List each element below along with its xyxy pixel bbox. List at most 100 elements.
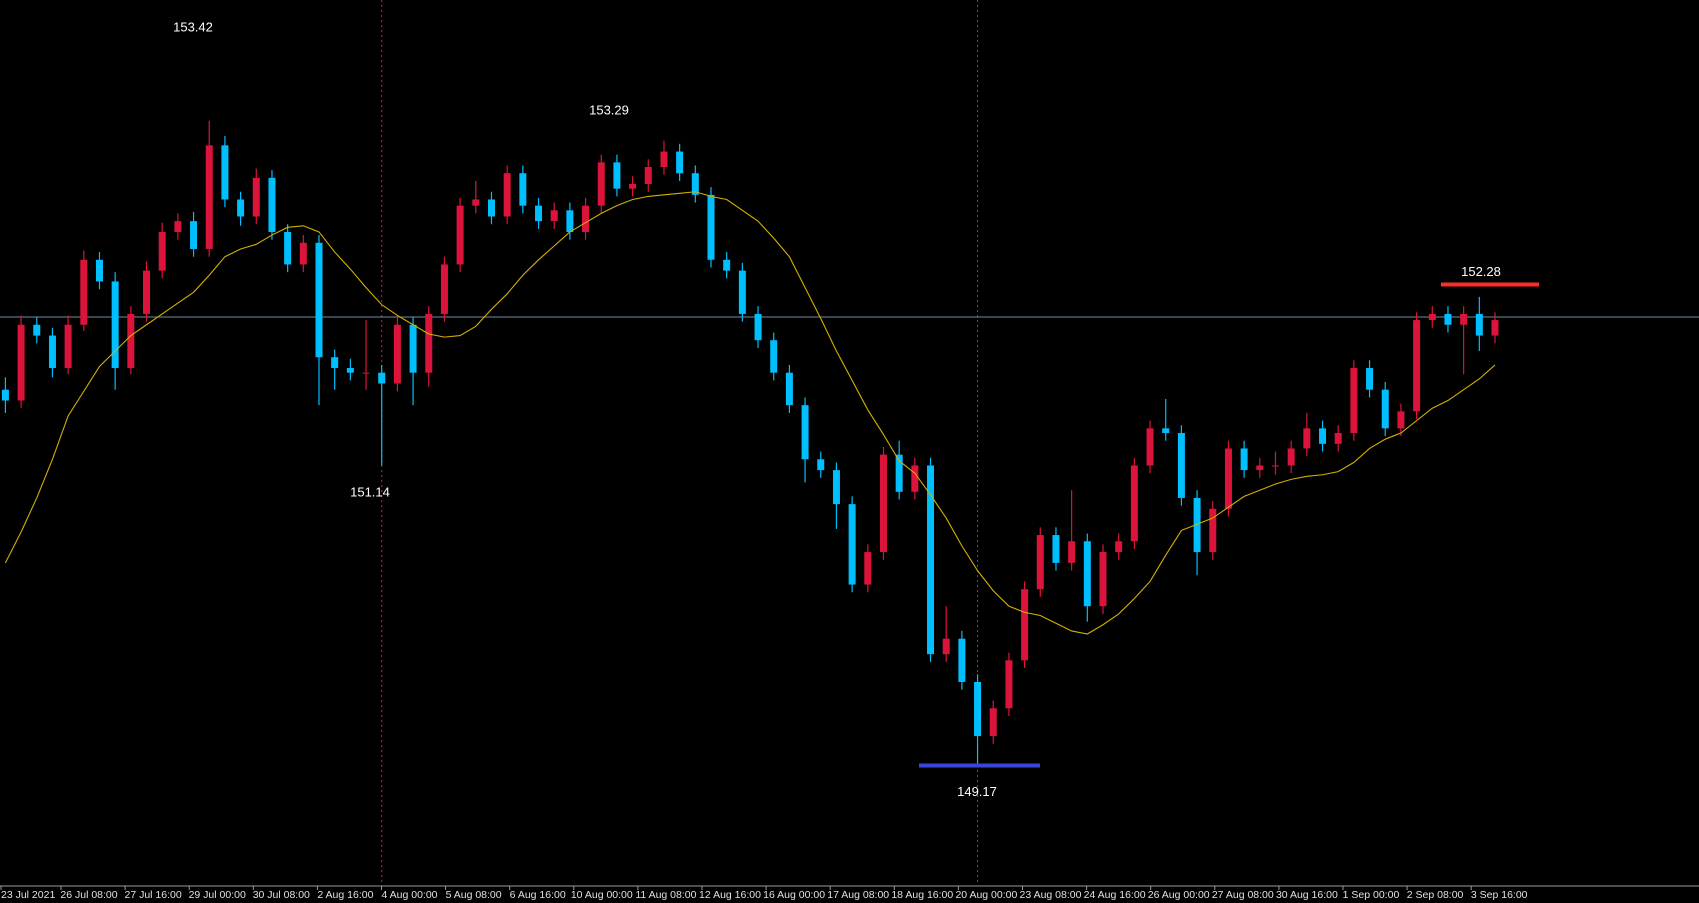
candle-body [1052,535,1060,563]
candle-body [1444,313,1452,325]
candle-body [190,221,198,249]
candle-body [1256,465,1264,471]
candle-body [832,470,840,505]
candle-body [80,259,88,325]
candle-body [205,145,213,249]
x-tick-label: 26 Aug 00:00 [1148,889,1210,901]
candle-body [1162,428,1170,433]
candle-body [566,210,574,232]
x-tick-label: 18 Aug 16:00 [891,889,953,901]
candle-body [237,199,245,217]
candle-body [268,177,276,232]
candle-body [48,335,56,369]
candle-body [1146,428,1154,466]
candle-body [974,681,982,737]
candle-body [1193,497,1201,553]
candle-body [409,324,417,373]
candle-body [864,552,872,585]
candle-body [1428,313,1436,321]
candle-body [1287,448,1295,466]
candle-body [1350,368,1358,433]
x-tick-label: 23 Aug 08:00 [1020,889,1082,901]
candle-body [582,205,590,232]
candle-body [1460,313,1468,325]
candle-body [535,205,543,222]
candle-body [331,357,339,369]
x-tick-label: 20 Aug 00:00 [955,889,1017,901]
candle-body [1397,411,1405,429]
candle-body [143,270,151,314]
candle-body [1021,589,1029,661]
candle-body [1083,541,1091,607]
candle-body [817,459,825,471]
x-tick-label: 27 Aug 08:00 [1212,889,1274,901]
candle-body [1130,465,1138,542]
candle-body [895,454,903,492]
candle-body [1319,428,1327,444]
candle-body [660,151,668,168]
candle-body [879,454,887,553]
candle-body [785,372,793,406]
candle-body [456,205,464,265]
x-tick-label: 24 Aug 16:00 [1084,889,1146,901]
candle-body [127,313,135,369]
candle-body [346,368,354,373]
x-tick-label: 17 Aug 08:00 [827,889,889,901]
x-tick-label: 2 Sep 08:00 [1407,889,1464,901]
x-tick-label: 10 Aug 00:00 [571,889,633,901]
candle-body [1413,320,1421,412]
candle-body [1366,368,1374,390]
candle-body [1036,535,1044,590]
candle-body [378,372,386,384]
candle-body [1005,660,1013,709]
candle-body [315,242,323,358]
candle-body [613,162,621,189]
price-label: 153.42 [173,19,213,34]
candle-body [472,199,480,206]
candle-body [597,162,605,206]
candle-body [550,210,558,222]
x-tick-label: 3 Sep 16:00 [1471,889,1528,901]
x-tick-label: 2 Aug 16:00 [317,889,373,901]
candle-body [1381,389,1389,429]
candle-body [33,324,41,336]
candle-body [723,259,731,271]
candle-body [284,231,292,265]
x-tick-label: 16 Aug 00:00 [763,889,825,901]
x-tick-label: 23 Jul 2021 [1,889,55,901]
candle-body [487,199,495,217]
x-tick-label: 5 Aug 08:00 [446,889,502,901]
candle-body [1271,465,1279,467]
candle-body [503,173,511,217]
candle-body [989,708,997,737]
candle-body [252,177,260,217]
candle-body [644,167,652,185]
x-tick-label: 30 Aug 16:00 [1276,889,1338,901]
candle-body [17,324,25,401]
candle-body [707,194,715,260]
candle-body [770,340,778,373]
candle-body [1177,432,1185,498]
candle-body [1334,432,1342,444]
x-tick-label: 30 Jul 08:00 [253,889,310,901]
candle-body [64,324,72,369]
candle-body [158,231,166,271]
level-label: 149.17 [957,784,997,799]
candle-body [174,221,182,232]
candle-body [911,465,919,492]
candle-body [738,270,746,314]
x-tick-label: 26 Jul 08:00 [60,889,117,901]
candle-body [848,504,856,585]
candle-body [1115,541,1123,553]
candle-body [1240,448,1248,471]
x-tick-label: 1 Sep 00:00 [1343,889,1400,901]
price-label: 151.14 [350,484,390,499]
candle-body [440,264,448,314]
candle-body [1475,313,1483,336]
candle-body [1099,552,1107,607]
x-tick-label: 11 Aug 08:00 [635,889,696,901]
candle-body [299,242,307,265]
candle-body [927,465,935,655]
candle-body [1491,320,1499,336]
